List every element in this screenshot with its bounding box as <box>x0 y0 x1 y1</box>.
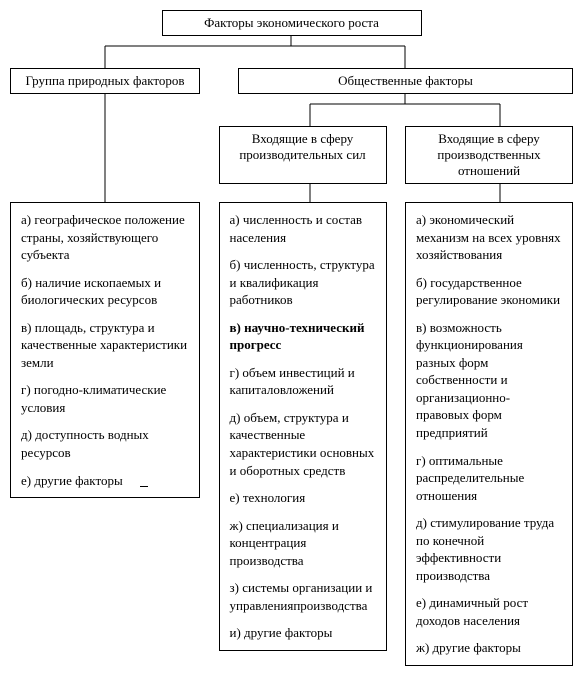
natural-item: д) доступность водных ресурсов <box>21 426 189 461</box>
prod-forces-item: д) объем, структура и качественные харак… <box>230 409 376 479</box>
natural-item: а) географическое положение страны, хозя… <box>21 211 189 264</box>
natural-item: в) площадь, структура и качественные хар… <box>21 319 189 372</box>
natural-item: г) погодно-климатические условия <box>21 381 189 416</box>
natural-list: а) географическое положение страны, хозя… <box>10 202 200 498</box>
connector-l2-to-l3 <box>10 94 573 126</box>
root-node: Факторы экономического роста <box>162 10 422 36</box>
natural-item: е) другие факторы <box>21 472 189 490</box>
prod-relations-item: д) стимулирование труда по конечной эффе… <box>416 514 562 584</box>
prod-relations-node: Входящие в сферу производственных отноше… <box>405 126 573 184</box>
prod-forces-node: Входящие в сферу производительных сил <box>219 126 387 184</box>
natural-label: Группа природных факторов <box>25 73 184 88</box>
prod-relations-list: а) экономический механизм на всех уровня… <box>405 202 573 666</box>
connector-root-to-l2 <box>10 36 573 68</box>
prod-forces-item: в) научно-технический прогресс <box>230 319 376 354</box>
root-label: Факторы экономического роста <box>204 15 379 30</box>
prod-relations-item: г) оптимальные распределительные отношен… <box>416 452 562 505</box>
prod-forces-item: а) численность и состав населения <box>230 211 376 246</box>
natural-node: Группа природных факторов <box>10 68 200 94</box>
prod-relations-label: Входящие в сферу производственных отноше… <box>437 131 540 178</box>
prod-forces-item: ж) специализация и концентрация производ… <box>230 517 376 570</box>
level2-row: Группа природных факторов Общественные ф… <box>10 68 573 94</box>
prod-relations-item: а) экономический механизм на всех уровня… <box>416 211 562 264</box>
prod-relations-item: в) возможность функционирования разных ф… <box>416 319 562 442</box>
prod-relations-item: ж) другие факторы <box>416 639 562 657</box>
prod-forces-item: е) технология <box>230 489 376 507</box>
connector-l3-to-lists <box>10 184 573 202</box>
lists-row: а) географическое положение страны, хозя… <box>10 202 573 666</box>
stray-mark <box>140 486 148 487</box>
prod-relations-item: е) динамичный рост доходов населения <box>416 594 562 629</box>
prod-forces-item: г) объем инвестиций и капиталовложений <box>230 364 376 399</box>
prod-relations-item: б) государственное регулирование экономи… <box>416 274 562 309</box>
natural-item: б) наличие ископаемых и биологических ре… <box>21 274 189 309</box>
prod-forces-item: з) системы организации и управленияпроиз… <box>230 579 376 614</box>
natural-header-spacer <box>10 126 200 184</box>
level3-row: Входящие в сферу производительных сил Вх… <box>10 126 573 184</box>
social-label: Общественные факторы <box>338 73 473 88</box>
prod-forces-item: б) численность, структура и квалификация… <box>230 256 376 309</box>
prod-forces-list: а) численность и состав населения б) числ… <box>219 202 387 651</box>
prod-forces-label: Входящие в сферу производительных сил <box>239 131 365 162</box>
prod-forces-item: и) другие факторы <box>230 624 376 642</box>
social-node: Общественные факторы <box>238 68 573 94</box>
